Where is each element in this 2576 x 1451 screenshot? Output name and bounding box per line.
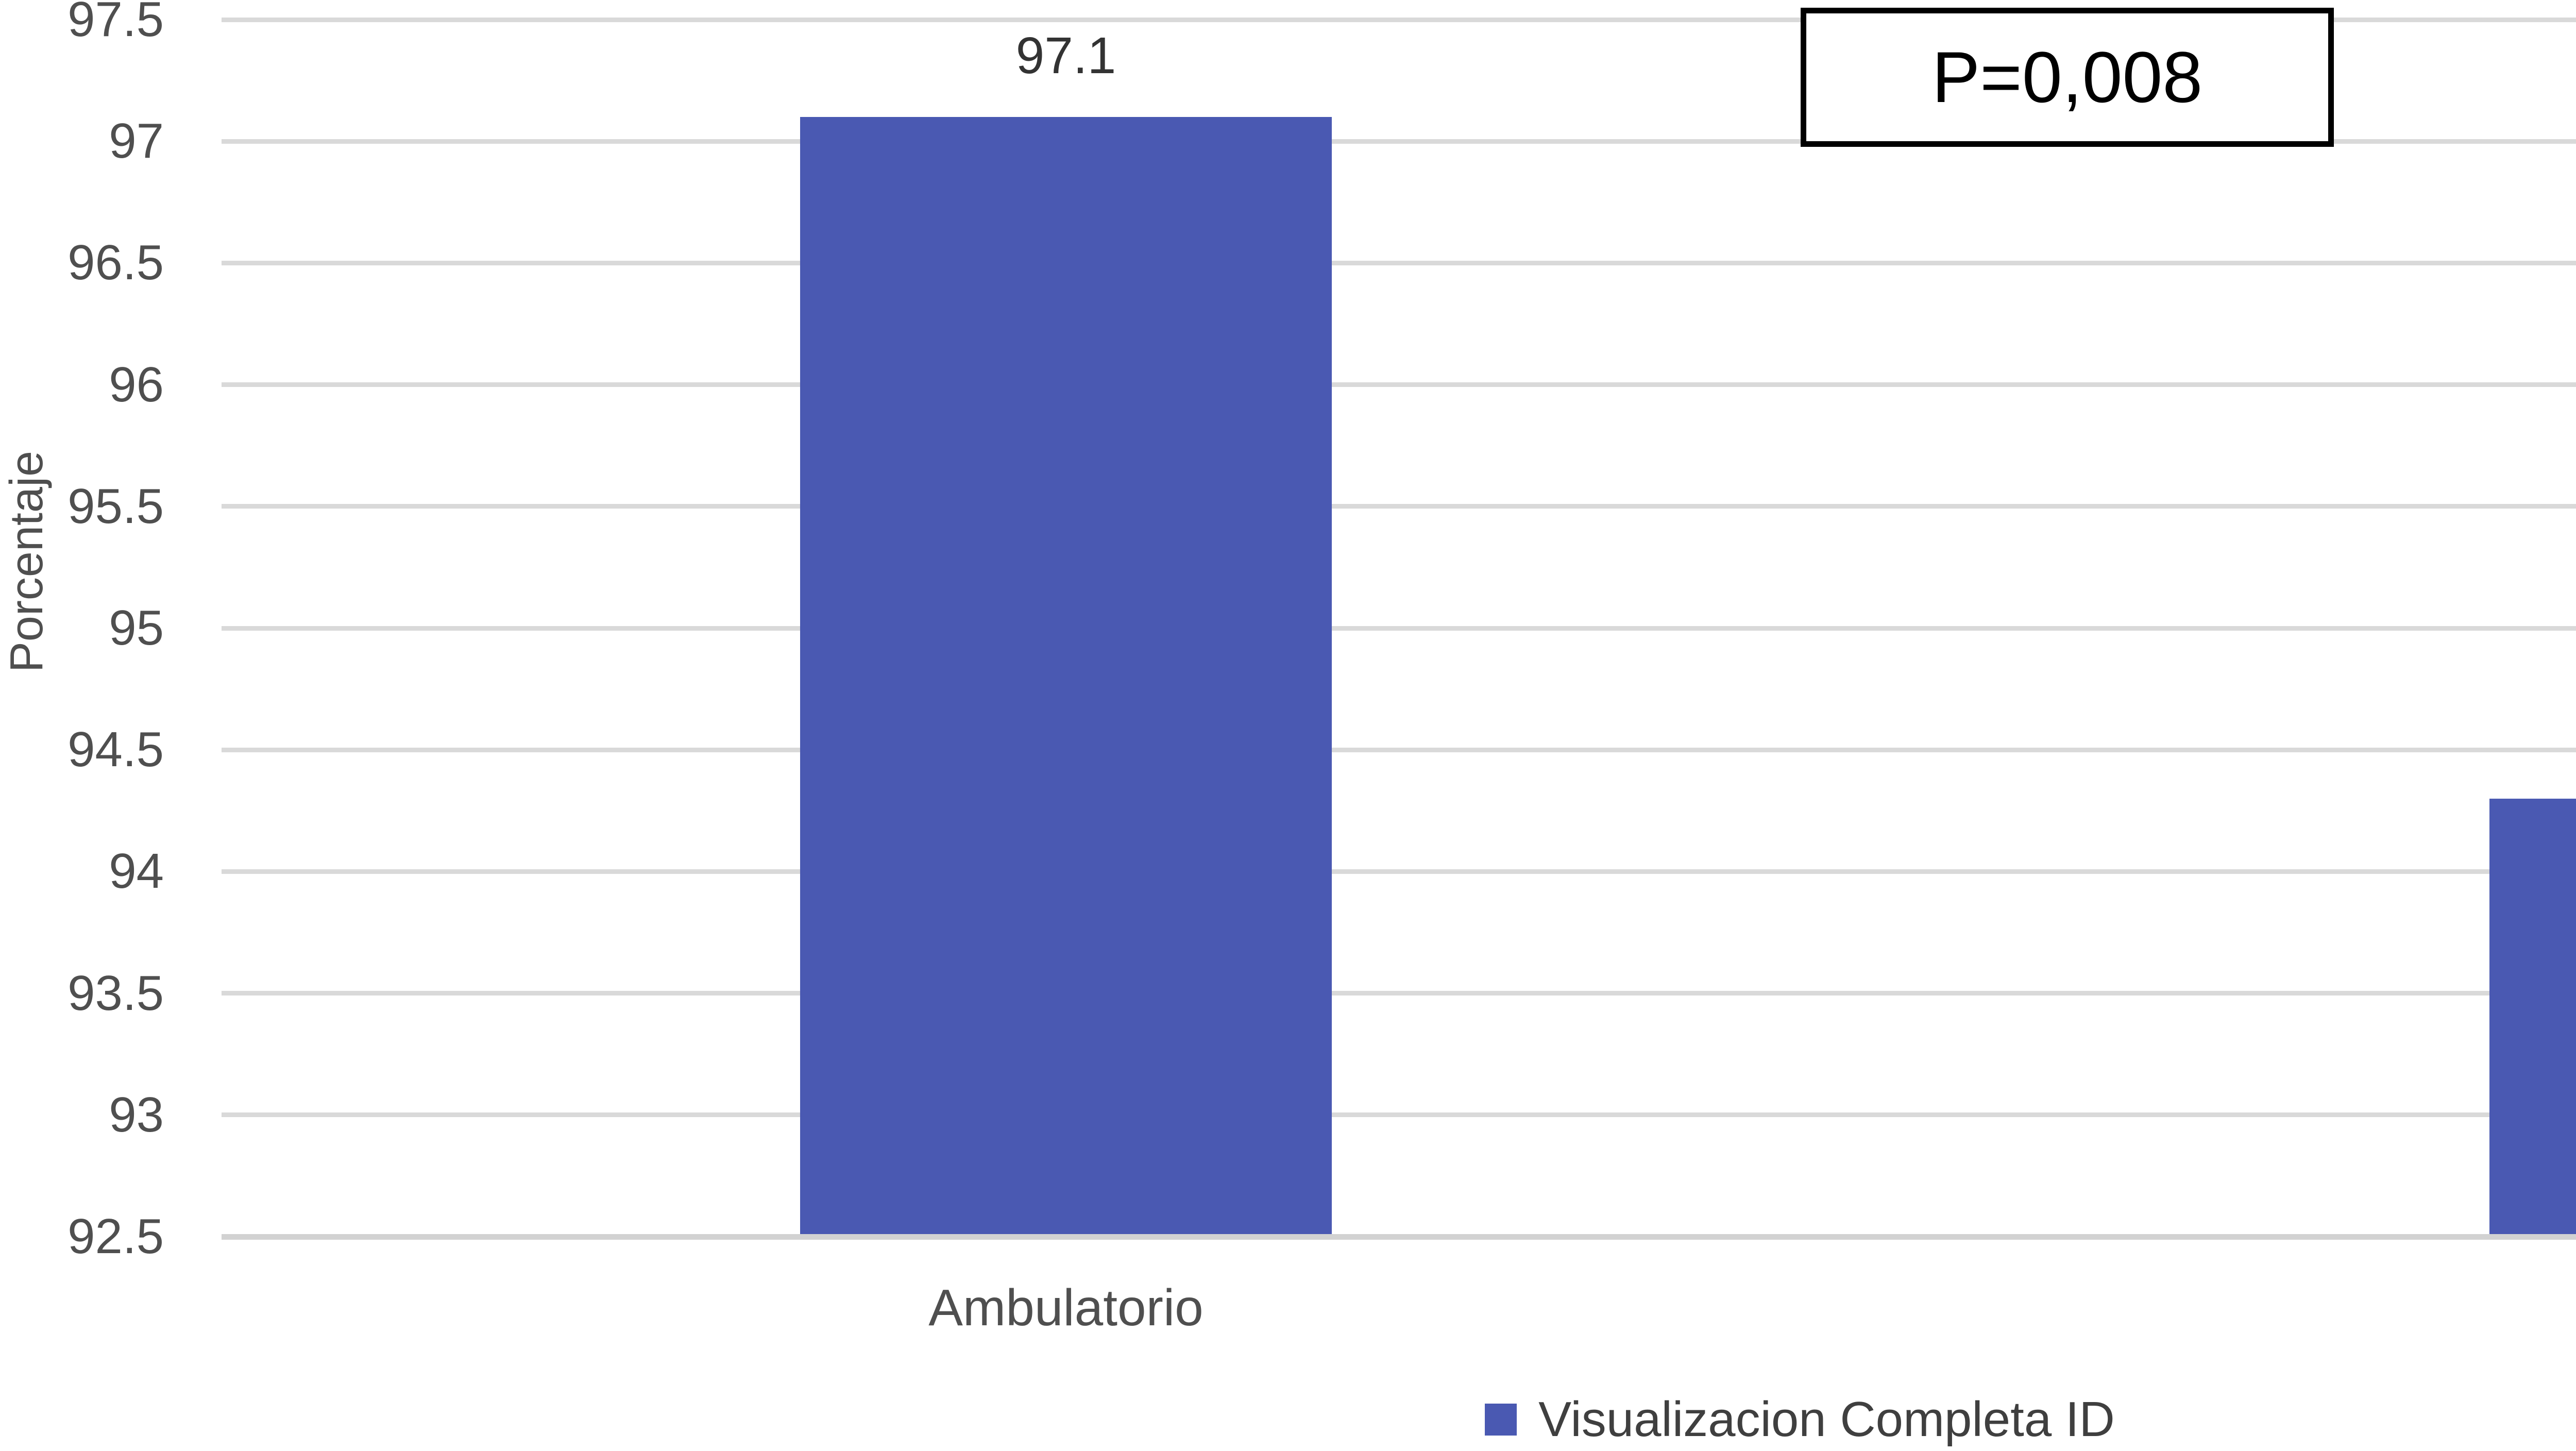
y-axis-tick-label: 95 (109, 600, 164, 655)
y-axis-tick-label: 96.5 (67, 235, 164, 290)
gridline (222, 139, 2576, 144)
gridline (222, 626, 2576, 631)
y-axis-tick-label: 93 (109, 1087, 164, 1142)
legend-swatch-icon (1485, 1404, 1517, 1436)
gridline (222, 18, 2576, 22)
legend: Visualizacion Completa ID (0, 1391, 2576, 1448)
data-label: 97.1 (1015, 27, 1116, 85)
y-axis-tick-label: 96 (109, 357, 164, 412)
gridline (222, 1112, 2576, 1117)
gridline (222, 261, 2576, 265)
x-axis-line (222, 1234, 2576, 1240)
bar-hospitalario (2489, 799, 2576, 1234)
gridline (222, 748, 2576, 752)
y-axis-tick-label: 97 (109, 113, 164, 168)
p-value-text: P=0,008 (1931, 37, 2203, 117)
y-axis-tick-label: 93.5 (67, 966, 164, 1021)
gridline (222, 504, 2576, 509)
gridline (222, 991, 2576, 996)
category-label-ambulatorio: Ambulatorio (928, 1279, 1204, 1337)
p-value-annotation-box: P=0,008 (1801, 8, 2334, 147)
legend-series-label: Visualizacion Completa ID (1538, 1392, 2115, 1447)
y-axis-tick-label: 94 (109, 843, 164, 899)
y-axis-tick-label: 92.5 (67, 1209, 164, 1264)
y-axis-tick-label: 97.5 (67, 0, 164, 47)
gridline (222, 382, 2576, 387)
y-axis-tick-label: 94.5 (67, 722, 164, 777)
y-axis-tick-label: 95.5 (67, 479, 164, 534)
bar-ambulatorio (800, 117, 1332, 1234)
category-label-hospitalario: Hospitalario (2343, 1282, 2576, 1334)
gridline (222, 869, 2576, 874)
